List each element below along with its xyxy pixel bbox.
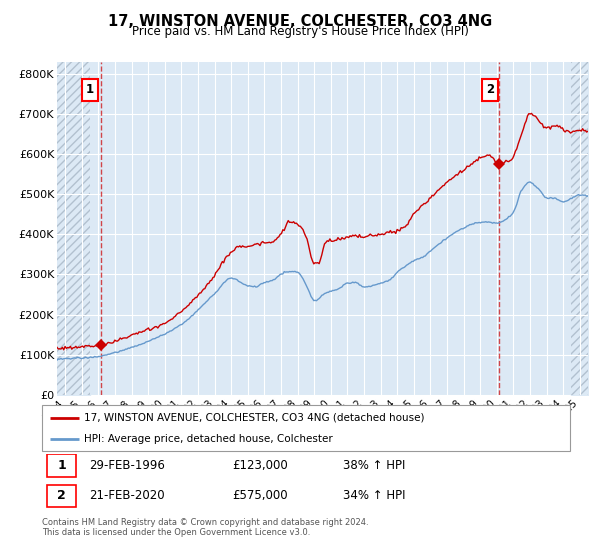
Text: HPI: Average price, detached house, Colchester: HPI: Average price, detached house, Colc…: [84, 435, 333, 444]
Text: 38% ↑ HPI: 38% ↑ HPI: [343, 459, 406, 472]
Text: 2: 2: [58, 489, 66, 502]
Text: Price paid vs. HM Land Registry's House Price Index (HPI): Price paid vs. HM Land Registry's House …: [131, 25, 469, 38]
Text: 21-FEB-2020: 21-FEB-2020: [89, 489, 165, 502]
Text: £575,000: £575,000: [232, 489, 288, 502]
Bar: [57, 62, 90, 395]
Bar: [47, 485, 76, 507]
Bar: [571, 62, 588, 395]
Text: 34% ↑ HPI: 34% ↑ HPI: [343, 489, 406, 502]
Text: 1: 1: [58, 459, 66, 472]
Text: 2: 2: [486, 83, 494, 96]
Text: Contains HM Land Registry data © Crown copyright and database right 2024.
This d: Contains HM Land Registry data © Crown c…: [42, 518, 368, 538]
Bar: [47, 454, 76, 477]
Text: 1: 1: [86, 83, 94, 96]
Text: £123,000: £123,000: [232, 459, 288, 472]
Text: 17, WINSTON AVENUE, COLCHESTER, CO3 4NG: 17, WINSTON AVENUE, COLCHESTER, CO3 4NG: [108, 14, 492, 29]
Text: 17, WINSTON AVENUE, COLCHESTER, CO3 4NG (detached house): 17, WINSTON AVENUE, COLCHESTER, CO3 4NG …: [84, 413, 425, 423]
Text: 29-FEB-1996: 29-FEB-1996: [89, 459, 166, 472]
